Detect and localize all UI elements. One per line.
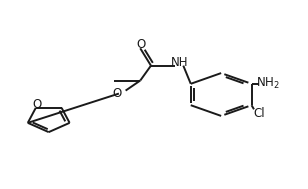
Text: Cl: Cl — [253, 107, 265, 119]
Text: O: O — [113, 87, 122, 100]
Text: O: O — [136, 38, 145, 51]
Text: NH: NH — [171, 56, 188, 69]
Text: O: O — [32, 98, 41, 111]
Text: NH$_2$: NH$_2$ — [256, 76, 280, 91]
